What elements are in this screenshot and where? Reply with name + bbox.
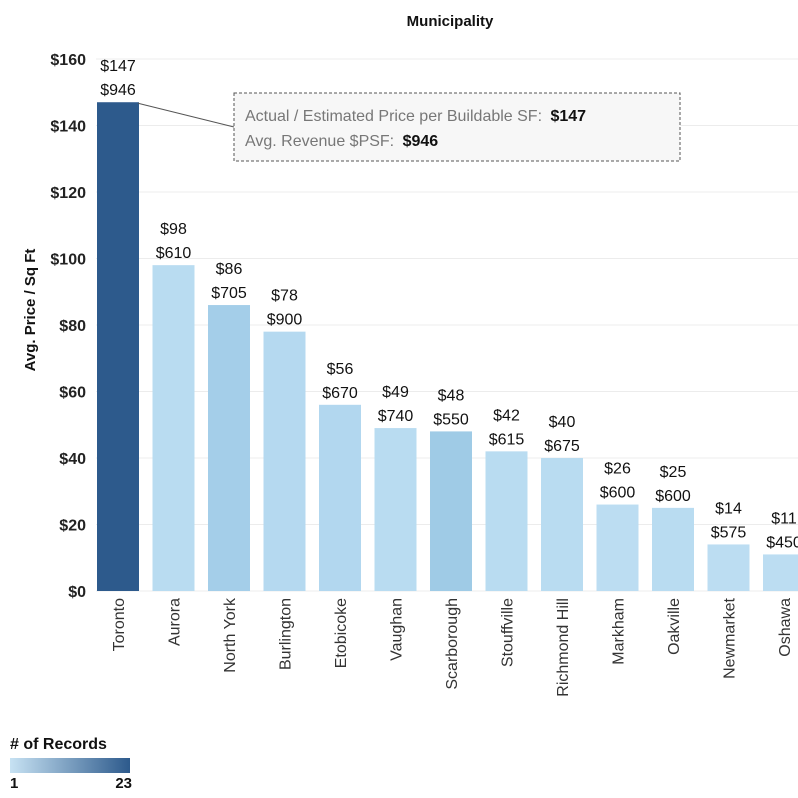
price-data-label: $98 [160, 221, 187, 238]
y-tick-label: $100 [50, 252, 86, 269]
legend-range: 1 23 [10, 775, 132, 792]
bar[interactable] [319, 404, 361, 591]
bar[interactable] [374, 428, 417, 591]
x-tick-label: Scarborough [444, 598, 461, 690]
bar[interactable] [596, 504, 639, 591]
tooltip: Actual / Estimated Price per Buildable S… [233, 92, 681, 162]
price-data-label: $14 [715, 500, 742, 517]
legend-gradient [10, 758, 130, 773]
price-data-label: $49 [382, 384, 409, 401]
y-axis-title: Avg. Price / Sq Ft [22, 249, 39, 372]
revenue-data-label: $615 [489, 431, 525, 448]
tooltip-revenue-label: Avg. Revenue $PSF: [245, 133, 394, 150]
price-data-label: $26 [604, 461, 631, 478]
price-data-label: $48 [438, 387, 465, 404]
x-tick-label: Markham [611, 598, 628, 665]
y-tick-label: $120 [50, 185, 86, 202]
bar[interactable] [430, 431, 472, 591]
revenue-data-label: $600 [600, 485, 636, 502]
revenue-data-label: $675 [544, 438, 580, 455]
revenue-data-label: $740 [378, 408, 414, 425]
x-tick-label: North York [222, 597, 239, 673]
bar[interactable] [263, 331, 306, 591]
legend-title: # of Records [10, 736, 107, 753]
tooltip-line-2: Avg. Revenue $PSF: $946 [245, 133, 438, 150]
revenue-data-label: $610 [156, 245, 192, 262]
price-data-label: $40 [549, 414, 576, 431]
revenue-data-label: $900 [267, 312, 303, 329]
revenue-data-label: $705 [211, 285, 247, 302]
x-tick-label: Vaughan [389, 598, 406, 661]
legend-max: 23 [115, 775, 132, 792]
chart-title: Municipality [407, 13, 494, 30]
x-tick-label: Aurora [167, 598, 184, 646]
bar[interactable] [485, 451, 528, 591]
y-tick-label: $80 [59, 318, 86, 335]
bar[interactable] [152, 265, 195, 591]
x-tick-label: Etobicoke [333, 598, 350, 668]
bar[interactable] [652, 507, 694, 591]
price-data-label: $86 [216, 261, 243, 278]
x-tick-label: Toronto [111, 598, 128, 651]
price-data-label: $147 [100, 58, 136, 75]
revenue-data-label: $575 [711, 524, 747, 541]
y-tick-label: $20 [59, 518, 86, 535]
tooltip-box [233, 92, 681, 162]
revenue-data-label: $550 [433, 411, 469, 428]
bar[interactable] [707, 544, 750, 591]
legend-min: 1 [10, 775, 19, 792]
price-data-label: $25 [660, 464, 687, 481]
bar[interactable] [763, 554, 798, 591]
y-tick-label: $160 [50, 52, 86, 69]
revenue-data-label: $600 [655, 488, 691, 505]
tooltip-price-value: $147 [550, 108, 586, 125]
revenue-data-label: $946 [100, 82, 136, 99]
tooltip-revenue-value: $946 [403, 133, 439, 150]
y-tick-label: $40 [59, 451, 86, 468]
bar[interactable] [97, 102, 139, 591]
price-data-label: $78 [271, 288, 298, 305]
x-tick-label: Oakville [666, 598, 683, 655]
color-legend: # of Records 1 23 [10, 736, 140, 792]
revenue-data-label: $450 [766, 534, 798, 551]
tooltip-line-1: Actual / Estimated Price per Buildable S… [245, 108, 586, 125]
x-tick-label: Richmond Hill [555, 598, 572, 697]
x-tick-label: Oshawa [777, 598, 794, 657]
y-tick-label: $140 [50, 119, 86, 136]
x-tick-label: Newmarket [722, 597, 739, 678]
y-tick-label: $60 [59, 385, 86, 402]
bar[interactable] [208, 305, 250, 591]
tooltip-price-label: Actual / Estimated Price per Buildable S… [245, 108, 542, 125]
bar[interactable] [541, 458, 583, 591]
y-tick-label: $0 [68, 584, 86, 601]
x-tick-label: Burlington [278, 598, 295, 670]
x-tick-label: Stouffville [500, 598, 517, 667]
price-data-label: $56 [327, 361, 354, 378]
revenue-data-label: $670 [322, 385, 358, 402]
tooltip-leader-line [137, 102, 235, 128]
price-data-label: $11 [771, 510, 797, 527]
price-data-label: $42 [493, 407, 520, 424]
